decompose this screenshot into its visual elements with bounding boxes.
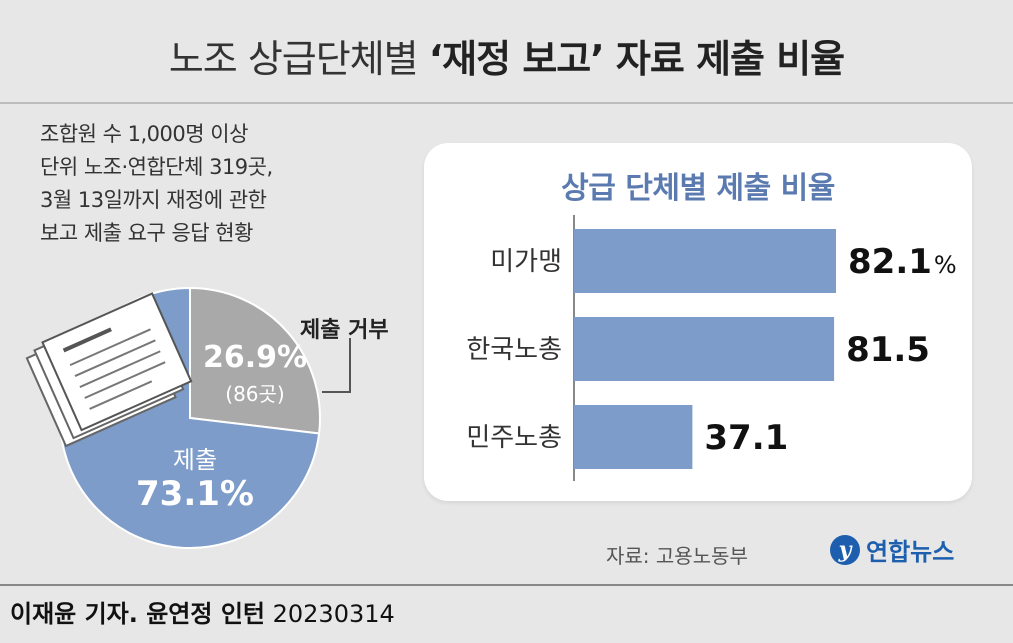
source-note: 자료: 고용노동부 xyxy=(606,544,748,568)
bar-2 xyxy=(574,405,693,469)
bar-chart-title: 상급 단체별 제출 비율 xyxy=(561,171,835,206)
credit: 이재윤 기자. 윤연정 인턴 20230314 xyxy=(10,594,395,629)
footer-divider xyxy=(0,584,1013,586)
logo: y 연합뉴스 xyxy=(830,532,954,567)
subtitle-line: 단위 노조·연합단체 319곳, xyxy=(40,155,273,179)
pie-label-refuse: 제출 거부 xyxy=(300,318,389,343)
title-divider xyxy=(0,102,1013,104)
page-title: 노조 상급단체별 ‘재정 보고’ 자료 제출 비율 xyxy=(0,28,1013,83)
title-bold: ‘재정 보고’ 자료 제출 비율 xyxy=(428,37,845,81)
bar-value-label: 82.1% xyxy=(848,242,957,282)
bar-chart-card: 상급 단체별 제출 비율 미가맹 82.1% 한국노총 81.5 민주노총 37.1 xyxy=(424,143,972,501)
subtitle-line: 조합원 수 1,000명 이상 xyxy=(40,122,248,146)
logo-text: 연합뉴스 xyxy=(866,538,955,566)
credit-date: 20230314 xyxy=(272,600,395,628)
bar-category-label: 미가맹 xyxy=(490,247,562,277)
bar-value-label: 37.1 xyxy=(704,418,788,458)
pie-value-refuse: 26.9% xyxy=(202,340,308,375)
subtitle-line: 보고 제출 요구 응답 현황 xyxy=(40,221,253,245)
pie-chart xyxy=(25,286,351,549)
documents-icon xyxy=(25,292,193,448)
credit-name: 이재윤 기자. 윤연정 인턴 xyxy=(10,600,265,628)
bar-unit-label: % xyxy=(934,251,957,279)
pie-slice-refuse xyxy=(189,286,321,435)
bar-value-label: 81.5 xyxy=(846,330,930,370)
pie-count-refuse: (86곳) xyxy=(225,382,285,406)
bar-category-label: 한국노총 xyxy=(466,335,562,365)
pie-label-submit: 제출 xyxy=(172,446,218,474)
bar-1 xyxy=(574,317,835,381)
pie-value-submit: 73.1% xyxy=(136,474,254,514)
subtitle: 조합원 수 1,000명 이상 단위 노조·연합단체 319곳, 3월 13일까… xyxy=(40,118,370,250)
subtitle-line: 3월 13일까지 재정에 관한 xyxy=(40,188,267,212)
refuse-leader-line xyxy=(322,338,351,393)
bar-category-label: 민주노총 xyxy=(466,423,562,453)
yonhap-logo-icon: y xyxy=(830,534,860,565)
bar-0 xyxy=(574,229,836,293)
bar-chart: 미가맹 82.1% 한국노총 81.5 민주노총 37.1 xyxy=(466,215,957,481)
title-normal: 노조 상급단체별 xyxy=(168,37,419,81)
